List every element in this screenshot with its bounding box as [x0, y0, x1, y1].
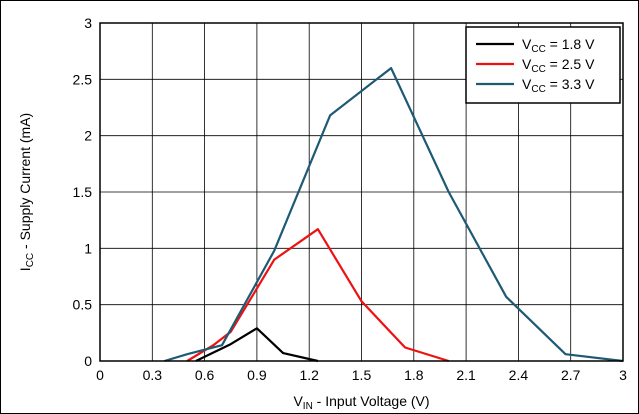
x-tick-label: 2.7 [561, 367, 581, 383]
y-tick-label: 2 [84, 128, 92, 144]
plot-border [99, 22, 624, 362]
x-tick-label: 1.2 [299, 367, 319, 383]
x-tick-label: 0.3 [143, 367, 163, 383]
legend-label-2: VCC = 2.5 V [522, 56, 595, 75]
y-axis-label-main: I [17, 267, 33, 271]
series-line-1 [195, 327, 319, 363]
y-axis-label-rest: - Supply Current (mA) [17, 113, 33, 253]
x-tick-label: 0.9 [247, 367, 267, 383]
series-layer [164, 66, 624, 363]
x-tick-label: 0.6 [195, 367, 215, 383]
x-tick-label: 0 [96, 367, 104, 383]
x-tick-label: 3 [619, 367, 627, 383]
x-tick-label: 2.1 [456, 367, 476, 383]
x-tick-label: 1.8 [404, 367, 424, 383]
y-tick-label: 2.5 [73, 71, 93, 87]
x-axis-label: VIN - Input Voltage (V) [293, 393, 429, 412]
legend-label-3: VCC = 3.3 V [522, 76, 595, 95]
y-tick-label: 3 [84, 15, 92, 31]
x-axis-label-sub: IN [303, 401, 313, 412]
y-axis-label-sub: CC [25, 253, 36, 267]
y-tick-label: 1 [84, 240, 92, 256]
legend-label-1: VCC = 1.8 V [522, 36, 595, 55]
series-line-2 [186, 228, 450, 363]
x-axis-label-main: V [293, 393, 303, 409]
y-tick-label: 0 [84, 353, 92, 369]
x-axis-label-rest: - Input Voltage (V) [313, 393, 430, 409]
y-tick-label: 0.5 [73, 297, 93, 313]
series-line-3 [164, 66, 624, 363]
x-axis-tick-labels: 0 0.3 0.6 0.9 1.2 1.5 1.8 2.1 2.4 2.7 3 [96, 367, 627, 383]
x-tick-label: 2.4 [509, 367, 529, 383]
y-tick-label: 1.5 [73, 184, 93, 200]
y-axis-label: ICC - Supply Current (mA) [17, 113, 36, 271]
x-tick-label: 1.5 [352, 367, 372, 383]
y-axis-tick-labels: 0 0.5 1 1.5 2 2.5 3 [73, 15, 93, 369]
